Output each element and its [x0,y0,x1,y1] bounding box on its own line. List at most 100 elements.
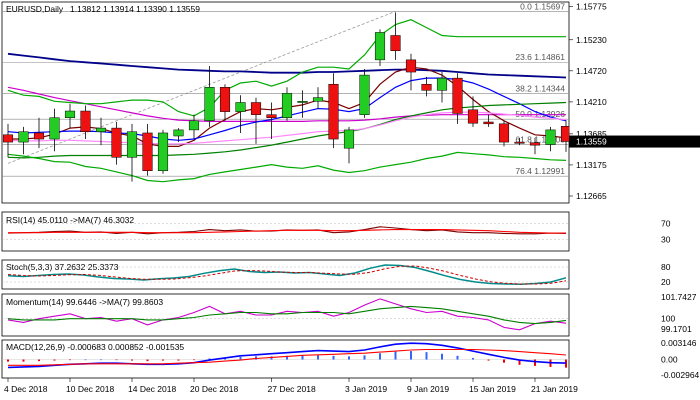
candle-body [483,121,494,125]
macd-histogram-bar [146,359,149,362]
x-tick-label: 3 Jan 2019 [345,384,387,394]
ohlc-label: 1.13812 1.13914 1.13390 1.13559 [70,4,200,14]
candle-body [436,77,448,91]
macd-histogram-bar [115,359,118,361]
stoch-tick-label: 20 [661,277,671,287]
candle-body [126,131,138,158]
last-price-label: 1.13559 [576,137,607,147]
fib-level-label: 0.0 1.15697 [520,1,565,11]
macd-histogram-bar [317,355,319,360]
stoch-line [7,264,567,286]
candle-body [390,35,401,51]
candle-body [235,102,246,112]
indicator-line [7,52,567,79]
candle-body [33,132,45,140]
candle-body [266,114,277,118]
y-tick-label: 1.13685 [576,129,607,139]
fib-trend-line [7,10,396,164]
momentum-line [7,305,567,325]
macd-pane: MACD(12,26,9) -0.000683 0.000852 -0.0015… [1,338,700,380]
x-axis: 4 Dec 2018 10 Dec 2018 14 Dec 2018 20 Dec 2… [4,378,578,394]
candle-body [95,127,107,132]
candle-body [359,74,370,115]
momentum-title: Momentum(14) 99.6446 ->MA(7) 99.8603 [6,297,163,307]
indicator-line [7,19,566,117]
macd-histogram-bar [286,355,288,360]
momentum-tick-label: 100 [661,314,675,324]
macd-histogram-bar [22,359,25,362]
candle-body [204,87,215,122]
candle-body [188,120,200,131]
momentum-tick-label: 99.1701 [661,324,692,334]
candle-body [18,131,29,143]
y-tick-label: 1.14210 [576,97,607,107]
candle-body [2,134,14,143]
macd-histogram-bar [425,352,428,360]
candle-body [111,127,122,158]
y-tick-label: 1.15230 [576,35,607,45]
rsi-line [8,229,566,234]
y-tick-label: 1.15775 [576,2,607,12]
candle-body [452,77,463,114]
x-tick-label: 9 Jan 2019 [407,384,449,394]
x-tick-label: 14 Dec 2018 [128,384,176,394]
macd-histogram-bar [534,359,536,366]
stoch-tick-label: 80 [661,262,671,272]
indicator-line [7,151,567,183]
macd-histogram-bar [503,359,505,363]
macd-histogram-bar [53,359,56,361]
macd-histogram-bar [255,356,257,360]
rsi-pane: RSI(14) 45.0110 ->MA(7) 46.3032 70 30 [1,211,671,252]
candle-body [514,141,525,144]
macd-histogram-bar [518,359,521,365]
macd-tick-label: 0.00 [661,355,678,365]
macd-histogram-bar [487,359,490,361]
macd-histogram-bar [332,355,335,360]
last-price-tag [569,135,700,148]
rsi-tick-label: 30 [661,234,671,244]
candle-body [64,110,76,118]
candle-body [421,83,432,91]
macd-histogram-bar [301,355,304,360]
macd-histogram-bar [100,359,102,361]
y-tick-label: 1.12665 [576,191,607,201]
macd-histogram-bar [162,359,164,361]
macd-histogram-bar [84,359,87,361]
candle-body [405,59,417,73]
candle-body [250,102,262,115]
macd-histogram-bar [208,358,211,360]
macd-histogram-bar [379,353,381,360]
macd-title: MACD(12,26,9) -0.000683 0.000852 -0.0015… [6,342,184,352]
rsi-tick-label: 70 [661,219,671,229]
x-tick-label: 21 Jan 2019 [531,384,578,394]
candle-body [467,109,479,124]
macd-histogram-bar [239,356,242,360]
candle-body [157,132,169,171]
macd-histogram-bar [363,355,366,360]
candle-body [49,117,60,140]
candle-body [545,129,556,145]
candle-body [297,101,308,103]
candle-body [529,142,541,146]
x-tick-label: 15 Jan 2019 [469,384,516,394]
x-tick-label: 27 Dec 2018 [268,384,316,394]
macd-histogram-bar [441,353,443,360]
candle-body [328,83,339,140]
momentum-pane: Momentum(14) 99.6446 ->MA(7) 99.8603 101… [1,292,697,337]
rsi-title: RSI(14) 45.0110 ->MA(7) 46.3032 [6,215,134,225]
fib-level-label: 38.2 1.14344 [515,84,565,94]
momentum-tick-label: 101.7427 [661,292,697,302]
candle-body [80,110,91,132]
momentum-pane-frame [1,293,570,337]
macd-histogram-bar [394,351,397,360]
candle-body [219,87,231,112]
macd-pane-frame [1,339,570,379]
y-tick-label: 1.14720 [576,66,607,76]
macd-histogram-bar [177,359,180,361]
macd-histogram-bar [456,355,459,360]
macd-tick-label: -0.002964 [661,370,700,380]
macd-line [8,348,567,366]
